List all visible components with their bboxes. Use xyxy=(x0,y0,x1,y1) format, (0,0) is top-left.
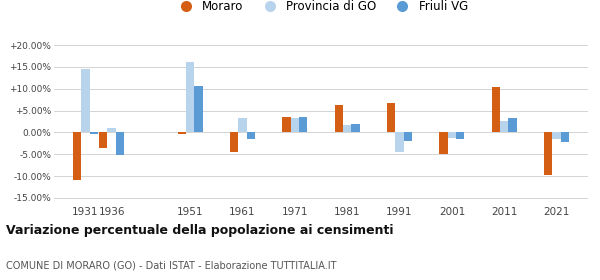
Bar xyxy=(282,117,290,132)
Bar xyxy=(544,132,553,175)
Bar xyxy=(116,132,124,155)
Bar xyxy=(299,117,307,132)
Bar xyxy=(491,87,500,132)
Bar xyxy=(508,118,517,132)
Bar xyxy=(404,132,412,141)
Bar xyxy=(343,125,352,132)
Bar xyxy=(194,86,203,132)
Bar xyxy=(178,132,186,134)
Bar xyxy=(439,132,448,154)
Text: Variazione percentuale della popolazione ai censimenti: Variazione percentuale della popolazione… xyxy=(6,224,394,237)
Bar xyxy=(553,132,561,139)
Bar xyxy=(290,118,299,132)
Bar xyxy=(238,118,247,132)
Bar xyxy=(387,103,395,132)
Bar xyxy=(81,69,89,132)
Bar xyxy=(448,132,456,138)
Bar xyxy=(89,132,98,134)
Bar xyxy=(352,124,360,132)
Bar xyxy=(99,132,107,148)
Bar xyxy=(186,62,194,132)
Bar xyxy=(395,132,404,152)
Bar xyxy=(456,132,464,139)
Bar xyxy=(335,105,343,132)
Bar xyxy=(73,132,81,180)
Legend: Moraro, Provincia di GO, Friuli VG: Moraro, Provincia di GO, Friuli VG xyxy=(169,0,473,18)
Text: COMUNE DI MORARO (GO) - Dati ISTAT - Elaborazione TUTTITALIA.IT: COMUNE DI MORARO (GO) - Dati ISTAT - Ela… xyxy=(6,260,337,270)
Bar xyxy=(230,132,238,152)
Bar xyxy=(247,132,255,139)
Bar xyxy=(561,132,569,142)
Bar xyxy=(107,129,116,132)
Bar xyxy=(500,121,508,132)
